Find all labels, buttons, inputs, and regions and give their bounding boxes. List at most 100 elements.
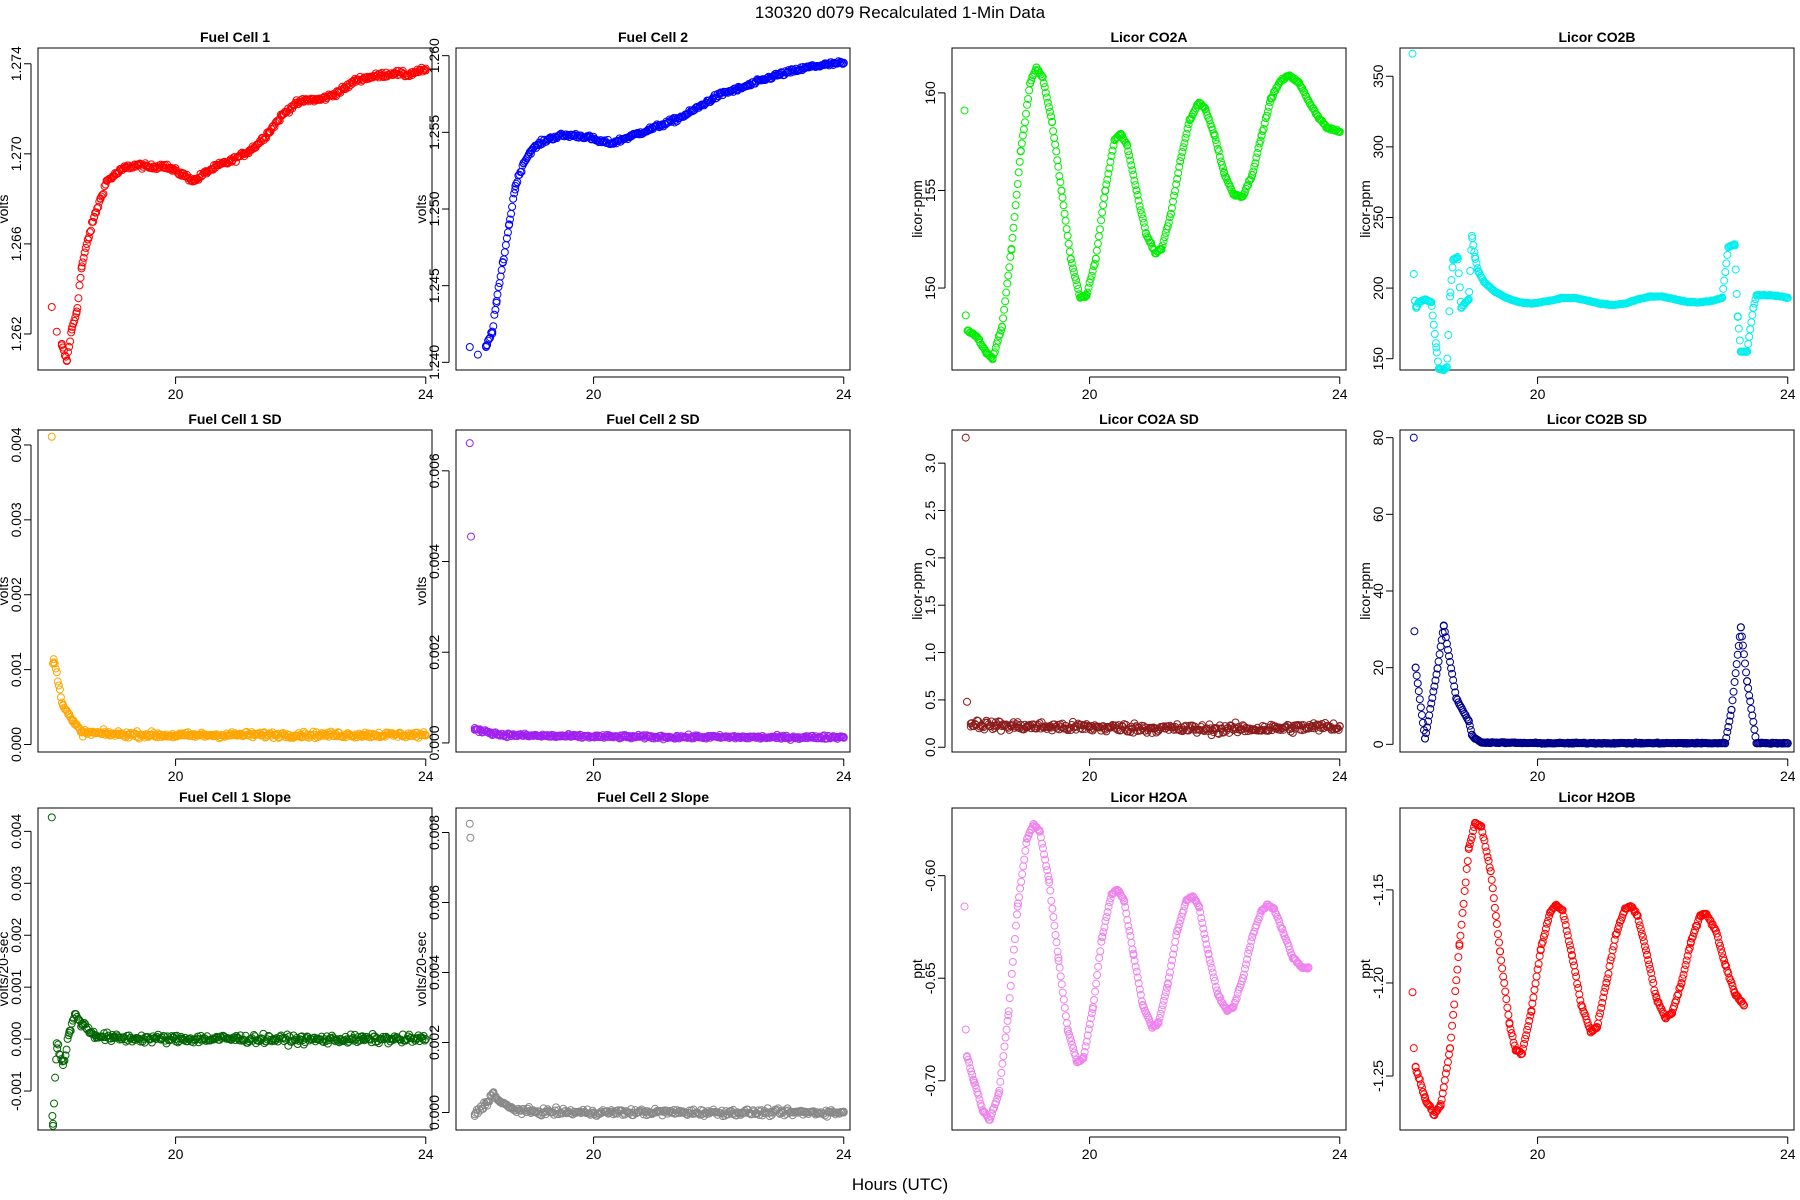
data-point — [1094, 962, 1103, 971]
data-point — [1045, 107, 1054, 116]
data-point — [1738, 641, 1747, 650]
data-point — [1712, 929, 1721, 938]
data-point — [1597, 1003, 1606, 1012]
data-point — [1646, 964, 1655, 973]
panel-title: Licor H2OA — [1110, 789, 1187, 805]
data-point — [1499, 972, 1508, 981]
data-point — [1426, 297, 1435, 306]
y-tick-label: 1.250 — [426, 191, 442, 226]
data-point — [1462, 297, 1471, 306]
data-point — [1059, 995, 1068, 1004]
data-point — [1285, 945, 1294, 954]
data-point — [1175, 162, 1184, 171]
data-point — [1685, 943, 1694, 952]
data-point — [1157, 1005, 1166, 1014]
data-point — [1102, 180, 1111, 189]
data-point — [1137, 210, 1146, 219]
data-point — [1466, 266, 1475, 275]
data-point — [1496, 947, 1505, 956]
data-point — [1207, 963, 1216, 972]
data-point — [1004, 1011, 1013, 1020]
data-point — [1491, 912, 1500, 921]
data-point — [1527, 1007, 1536, 1016]
data-point — [1224, 178, 1233, 187]
data-point — [1720, 276, 1729, 285]
data-point — [1535, 952, 1544, 961]
data-point — [81, 243, 90, 252]
data-point — [1130, 176, 1139, 185]
data-point — [1502, 995, 1511, 1004]
data-point — [1446, 1044, 1455, 1053]
data-points — [465, 819, 848, 1121]
data-point — [486, 333, 495, 342]
x-tick-label: 20 — [168, 1146, 184, 1162]
data-point — [1132, 967, 1141, 976]
data-point — [1562, 926, 1571, 935]
y-axis-label: volts/20-sec — [413, 932, 429, 1007]
panel-frame — [1399, 429, 1795, 753]
data-point — [1603, 974, 1612, 983]
data-point — [98, 190, 107, 199]
data-point — [1123, 916, 1132, 925]
data-point — [1197, 914, 1206, 923]
x-tick-label: 24 — [1332, 386, 1348, 402]
data-points — [465, 439, 848, 744]
data-point — [1248, 171, 1257, 180]
data-point — [201, 730, 210, 739]
data-point — [92, 729, 101, 738]
data-point — [1000, 1042, 1009, 1051]
data-point — [1647, 969, 1656, 978]
y-tick-label: 40 — [1370, 583, 1386, 599]
data-point — [1173, 927, 1182, 936]
data-point — [1442, 363, 1451, 372]
data-point — [839, 733, 848, 742]
data-point — [1212, 139, 1221, 148]
data-point — [196, 730, 205, 739]
data-point — [1605, 962, 1614, 971]
y-tick-label: 0.004 — [426, 544, 442, 579]
data-point — [998, 1059, 1007, 1068]
data-point — [1046, 886, 1055, 895]
data-point — [986, 1112, 995, 1121]
data-point — [1634, 917, 1643, 926]
data-point — [1126, 156, 1135, 165]
data-point — [1452, 976, 1461, 985]
data-point — [1742, 668, 1751, 677]
data-point — [1778, 739, 1787, 748]
y-tick-label: 200 — [1370, 276, 1386, 300]
data-point — [1131, 181, 1140, 190]
data-point — [1228, 1004, 1237, 1013]
data-point — [1108, 146, 1117, 155]
data-point — [1098, 932, 1107, 941]
data-point — [1162, 983, 1171, 992]
data-point — [1036, 724, 1045, 733]
data-point — [51, 664, 60, 673]
data-point — [283, 1030, 292, 1039]
data-point — [1466, 836, 1475, 845]
y-tick-label: 1.262 — [8, 316, 24, 351]
data-point — [961, 433, 970, 442]
data-point — [1027, 76, 1036, 85]
y-tick-label: -1.20 — [1370, 967, 1386, 999]
x-tick-label: 20 — [168, 386, 184, 402]
data-point — [1099, 928, 1108, 937]
data-points — [47, 63, 430, 365]
panel-frame — [37, 807, 433, 1131]
data-point — [490, 310, 499, 319]
data-point — [1017, 139, 1026, 148]
data-point — [1096, 947, 1105, 956]
data-point — [64, 1031, 73, 1040]
data-point — [1074, 285, 1083, 294]
data-point — [1080, 1047, 1089, 1056]
data-point — [489, 322, 498, 331]
panel-frame — [455, 807, 851, 1131]
data-point — [1730, 241, 1739, 250]
data-point — [1090, 995, 1099, 1004]
data-point — [79, 253, 88, 262]
data-point — [1745, 691, 1754, 700]
data-point — [1649, 978, 1658, 987]
data-point — [152, 1034, 161, 1043]
data-point — [276, 731, 285, 740]
data-point — [1105, 898, 1114, 907]
